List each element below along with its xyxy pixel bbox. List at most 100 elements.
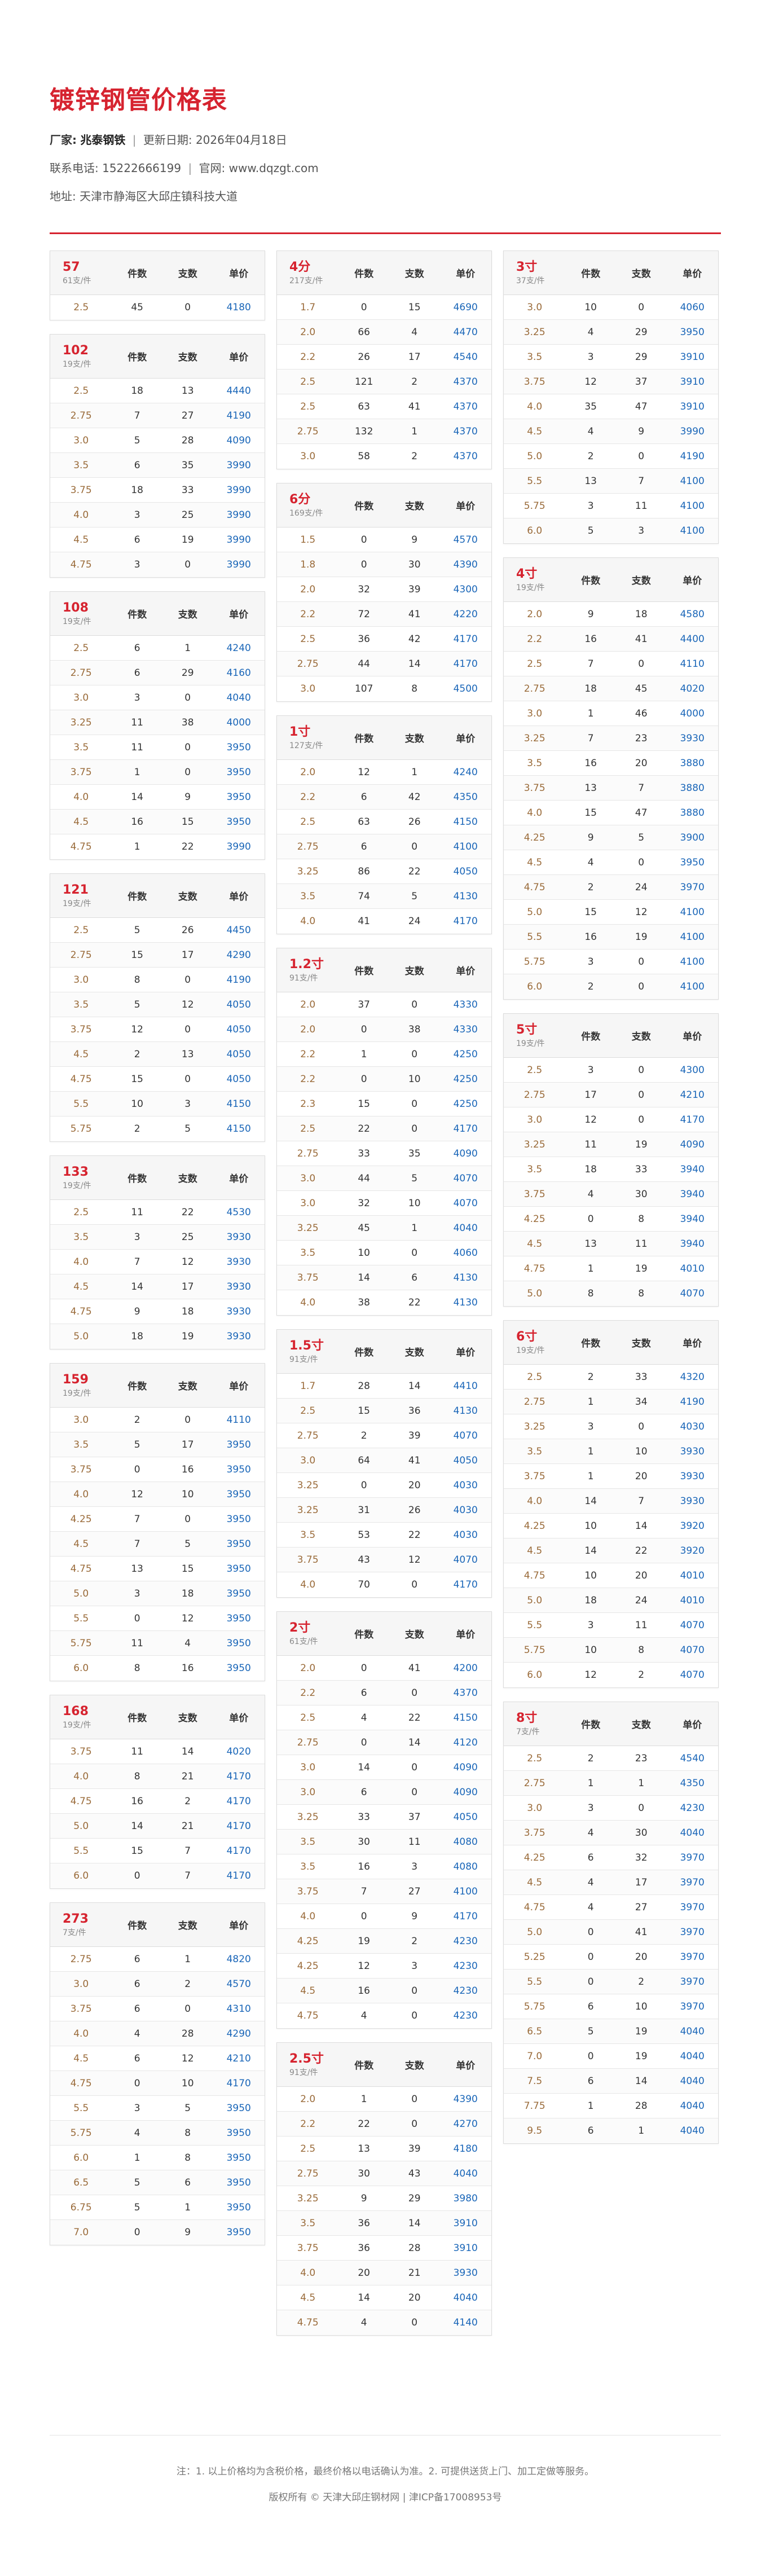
count-cell: 74 xyxy=(358,890,370,902)
count-cell: 44 xyxy=(358,1172,370,1184)
meta-address-line: 地址: 天津市静海区大邱庄镇科技大道 xyxy=(50,188,721,204)
price-cell: 3880 xyxy=(680,782,705,794)
price-cell: 3930 xyxy=(680,1470,705,1482)
pieces-cell: 33 xyxy=(635,1371,648,1383)
thickness-cell: 3.25 xyxy=(297,865,319,877)
thickness-cell: 2.5 xyxy=(73,924,89,936)
pieces-cell: 0 xyxy=(184,766,191,778)
price-cell: 3990 xyxy=(226,509,251,521)
count-cell: 16 xyxy=(584,931,597,943)
thickness-cell: 2.0 xyxy=(300,2093,316,2105)
column-header-pieces: 支数 xyxy=(631,269,651,280)
pieces-cell: 22 xyxy=(408,1529,421,1541)
thickness-cell: 5.75 xyxy=(523,500,545,512)
spec-title: 273 xyxy=(63,1911,89,1926)
price-table: 2.5寸 91支/件 件数 支数 单价 2.0 1 0 4390 2.2 22 0 4270 2.5 13 3… xyxy=(276,2042,492,2336)
thickness-cell: 4.5 xyxy=(300,2292,316,2304)
column-header-price: 单价 xyxy=(229,1920,249,1932)
price-table: 121 19支/件 件数 支数 单价 2.5 5 26 4450 2.75 15 17 4290 3.0 8… xyxy=(50,873,265,1142)
pieces-cell: 19 xyxy=(181,534,194,546)
count-cell: 7 xyxy=(134,1513,140,1525)
thickness-cell: 6.0 xyxy=(73,2152,89,2164)
price-cell: 4020 xyxy=(226,1746,251,1757)
pieces-cell: 5 xyxy=(184,1538,191,1550)
price-cell: 4190 xyxy=(680,1396,705,1408)
table-row: 3.25 4 29 3950 xyxy=(504,320,718,345)
thickness-cell: 5.75 xyxy=(523,2001,545,2012)
pieces-cell: 2 xyxy=(184,1978,191,1990)
per-bundle: 7支/件 xyxy=(63,1928,86,1937)
pieces-cell: 18 xyxy=(181,1588,194,1599)
pieces-cell: 36 xyxy=(408,1405,421,1417)
table-row: 4.0 20 21 3930 xyxy=(277,2261,491,2285)
pieces-cell: 1 xyxy=(411,1222,418,1234)
price-cell: 4090 xyxy=(680,1138,705,1150)
price-cell: 3950 xyxy=(226,1563,251,1575)
count-cell: 3 xyxy=(587,1619,594,1631)
table-row: 3.5 53 22 4030 xyxy=(277,1523,491,1548)
pieces-cell: 42 xyxy=(408,633,421,645)
price-cell: 3950 xyxy=(226,1463,251,1475)
table-header: 121 19支/件 件数 支数 单价 xyxy=(50,874,265,918)
column-header-pieces: 支数 xyxy=(178,891,197,903)
price-cell: 4150 xyxy=(453,816,478,828)
price-cell: 4570 xyxy=(453,534,478,546)
pieces-cell: 33 xyxy=(181,484,194,496)
table-body: 2.5 2 33 4320 2.75 1 34 4190 3.25 3 0 4030 3.5 1 10 393… xyxy=(504,1365,718,1687)
thickness-cell: 2.75 xyxy=(297,1148,319,1159)
table-row: 4.0 41 24 4170 xyxy=(277,909,491,934)
pieces-cell: 0 xyxy=(411,2317,418,2328)
pieces-cell: 23 xyxy=(635,1752,648,1764)
table-row: 4.25 19 2 4230 xyxy=(277,1929,491,1954)
count-cell: 12 xyxy=(131,1488,143,1500)
count-cell: 16 xyxy=(584,633,597,645)
thickness-cell: 2.0 xyxy=(300,326,316,338)
table-row: 2.5 22 0 4170 xyxy=(277,1116,491,1141)
table-row: 3.75 1 20 3930 xyxy=(504,1464,718,1489)
thickness-cell: 3.0 xyxy=(300,1786,316,1798)
count-cell: 20 xyxy=(358,2267,370,2279)
table-row: 6.0 8 16 3950 xyxy=(50,1656,265,1681)
price-cell: 4050 xyxy=(226,999,251,1010)
thickness-cell: 3.5 xyxy=(527,1163,543,1175)
count-cell: 6 xyxy=(134,1953,140,1965)
pieces-cell: 5 xyxy=(411,890,418,902)
separator: | xyxy=(132,133,137,147)
table-row: 5.5 0 12 3950 xyxy=(50,1606,265,1631)
table-body: 2.5 45 0 4180 xyxy=(50,295,265,320)
pieces-cell: 19 xyxy=(181,1331,194,1342)
pieces-cell: 7 xyxy=(638,782,645,794)
per-bundle: 127支/件 xyxy=(289,741,323,750)
column-header-count: 件数 xyxy=(354,966,374,977)
thickness-cell: 5.75 xyxy=(70,2127,92,2139)
pieces-cell: 3 xyxy=(184,1098,191,1110)
pieces-cell: 14 xyxy=(408,658,421,670)
pieces-cell: 12 xyxy=(181,1612,194,1624)
price-cell: 4040 xyxy=(680,2100,705,2112)
thickness-cell: 3.5 xyxy=(527,757,543,769)
price-cell: 4350 xyxy=(453,791,478,803)
thickness-cell: 3.75 xyxy=(523,1470,545,1482)
thickness-cell: 5.5 xyxy=(73,2102,89,2114)
spec-title: 6寸 xyxy=(516,1329,538,1344)
count-cell: 0 xyxy=(360,1662,367,1674)
table-row: 5.75 4 8 3950 xyxy=(50,2121,265,2146)
count-cell: 0 xyxy=(587,1213,594,1225)
thickness-cell: 3.0 xyxy=(300,1172,316,1184)
site-link[interactable]: www.dqzgt.com xyxy=(228,161,319,175)
thickness-cell: 4.25 xyxy=(523,832,545,843)
thickness-cell: 2.3 xyxy=(300,1098,316,1110)
phone-number[interactable]: 15222666199 xyxy=(102,161,182,175)
table-row: 5.5 3 11 4070 xyxy=(504,1613,718,1638)
price-table: 6分 169支/件 件数 支数 单价 1.5 0 9 4570 1.8 0 30 4390 2.0 32 39… xyxy=(276,483,492,702)
table-body: 1.7 0 15 4690 2.0 66 4 4470 2.2 26 17 4540 2.5 121 2 43… xyxy=(277,295,491,469)
spec-cell: 6寸 19支/件 xyxy=(504,1329,566,1356)
price-cell: 3950 xyxy=(226,1488,251,1500)
count-cell: 0 xyxy=(360,1479,367,1491)
thickness-cell: 2.5 xyxy=(300,1712,316,1724)
pieces-cell: 17 xyxy=(635,1876,648,1888)
table-row: 4.5 16 15 3950 xyxy=(50,810,265,834)
pieces-cell: 41 xyxy=(408,1454,421,1466)
price-cell: 4250 xyxy=(453,1048,478,1060)
table-row: 2.75 1 1 4350 xyxy=(504,1771,718,1796)
